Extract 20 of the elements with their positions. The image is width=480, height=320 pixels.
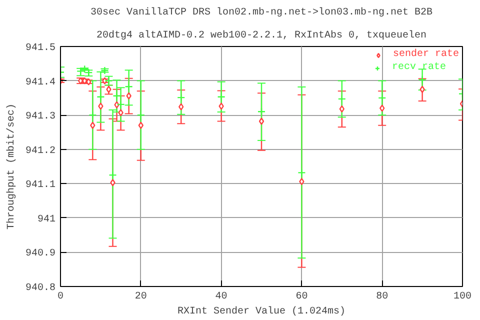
chart-subtitle: 20dtg4 altAIMD-0.2 web100-2.2.1, RxIntAbs 0, txqueuelen — [96, 30, 427, 42]
x-tick-label: 60 — [296, 292, 308, 302]
y-tick-label: 941.3 — [25, 112, 56, 123]
y-tick-label: 940.8 — [25, 283, 56, 294]
y-tick-label: 941.4 — [25, 77, 56, 88]
y-tick-label: 941.1 — [25, 180, 56, 192]
y-tick-label: 941 — [37, 214, 56, 226]
y-tick-label: 940.9 — [25, 248, 56, 260]
legend-label: sender rate — [392, 49, 459, 60]
x-tick-label: 20 — [134, 292, 147, 302]
chart-title: 30sec VanillaTCP DRS lon02.mb-ng.net->lon03.mb-ng.net B2B — [90, 6, 433, 18]
x-tick-label: 40 — [215, 292, 228, 302]
x-tick-label: 80 — [376, 292, 388, 302]
x-tick-label: 0 — [58, 292, 64, 302]
x-axis-title: RXInt Sender Value (1.024ms) — [177, 306, 346, 318]
x-tick-label: 100 — [454, 292, 472, 302]
legend-label: recv rate — [392, 62, 446, 73]
y-tick-label: 941.5 — [25, 43, 56, 54]
y-tick-label: 941.2 — [25, 146, 56, 157]
y-axis-title: Throughput (mbit/sec) — [5, 103, 18, 230]
